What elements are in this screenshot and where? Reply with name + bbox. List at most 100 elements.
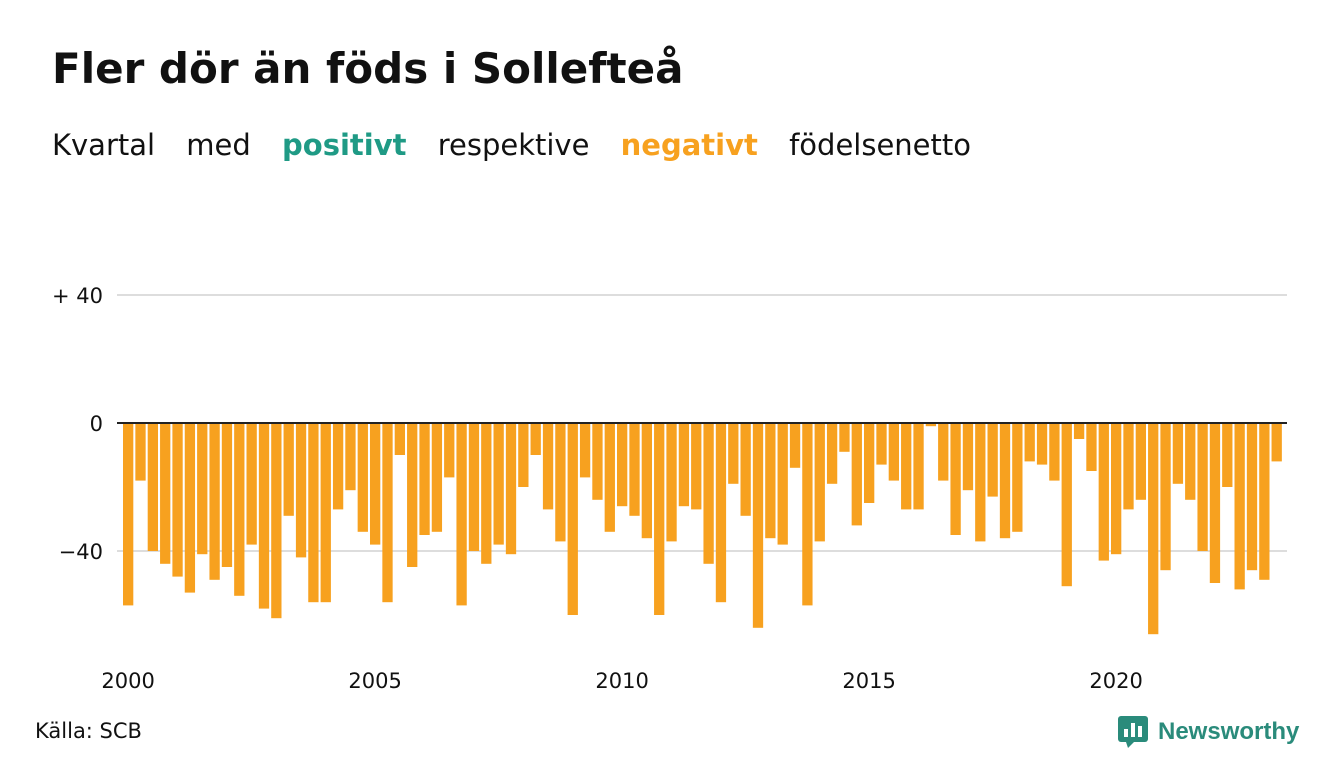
bar — [975, 423, 986, 542]
subtitle-word: födelsenetto — [789, 128, 971, 162]
bar — [123, 423, 134, 606]
bar — [431, 423, 443, 532]
bar — [592, 423, 603, 500]
x-tick-label: 2000 — [101, 669, 154, 693]
bar — [1024, 423, 1035, 462]
bar — [271, 423, 282, 619]
bar — [444, 423, 455, 478]
bar — [641, 423, 652, 539]
bar — [147, 423, 158, 551]
bar — [382, 423, 393, 603]
bar — [407, 423, 418, 567]
bar — [221, 423, 233, 567]
subtitle-positive-word: positivt — [282, 128, 407, 162]
bar — [654, 423, 665, 615]
bar — [1049, 423, 1060, 481]
bar — [826, 423, 838, 484]
bar — [950, 423, 961, 535]
bar — [1246, 423, 1258, 571]
bar — [1111, 423, 1122, 555]
bar — [864, 423, 875, 503]
bar — [197, 423, 208, 555]
bar — [604, 423, 615, 532]
source-note: Källa: SCB — [35, 719, 142, 743]
bar — [1185, 423, 1196, 500]
bar — [542, 423, 554, 510]
bar — [468, 423, 480, 551]
bar — [295, 423, 307, 558]
bar — [876, 423, 887, 465]
bar — [765, 423, 776, 539]
bar — [308, 423, 319, 603]
bar — [530, 423, 541, 455]
x-tick-label: 2020 — [1089, 669, 1142, 693]
brand-name: Newsworthy — [1158, 718, 1300, 745]
bars — [123, 423, 1282, 635]
bar — [814, 423, 825, 542]
bar — [728, 423, 739, 484]
bar — [839, 423, 850, 452]
chart-title: Fler dör än föds i Sollefteå — [52, 44, 684, 93]
bar — [1197, 423, 1208, 551]
bar — [1073, 423, 1085, 439]
bar — [999, 423, 1011, 539]
bar — [246, 423, 257, 545]
bar — [913, 423, 924, 510]
y-tick-label: −40 — [59, 540, 103, 564]
bar — [493, 423, 504, 545]
bar — [1234, 423, 1245, 590]
bar — [740, 423, 751, 516]
bar — [555, 423, 566, 542]
bar-chart: + 40 0 −40 2000 2005 2010 2015 2020 — [52, 284, 1287, 693]
bar — [394, 423, 405, 455]
bar — [505, 423, 517, 555]
brand-logo[interactable]: Newsworthy — [1118, 715, 1299, 749]
bar — [1222, 423, 1233, 487]
bar — [802, 423, 813, 606]
bar — [234, 423, 245, 596]
bar — [888, 423, 899, 481]
y-axis-ticks: + 40 0 −40 — [52, 284, 103, 564]
bar — [1209, 423, 1221, 583]
bar — [1172, 423, 1184, 484]
subtitle-negative-word: negativt — [620, 128, 758, 162]
bar — [345, 423, 356, 491]
y-tick-label: 0 — [90, 412, 103, 436]
bar — [320, 423, 331, 603]
bar — [901, 423, 912, 510]
bar — [987, 423, 998, 497]
bar — [332, 423, 344, 510]
bar — [172, 423, 183, 577]
bar — [789, 423, 801, 468]
subtitle-word: respektive — [437, 128, 590, 162]
bar — [715, 423, 727, 603]
bar — [579, 423, 591, 478]
bar — [1036, 423, 1048, 465]
bar — [567, 423, 578, 615]
bar — [456, 423, 467, 606]
bar — [518, 423, 529, 487]
bar — [1061, 423, 1072, 587]
bar — [691, 423, 702, 510]
bar — [209, 423, 220, 580]
bar — [666, 423, 677, 542]
bar — [851, 423, 862, 526]
x-tick-label: 2015 — [842, 669, 895, 693]
bar — [283, 423, 294, 516]
bar — [1148, 423, 1159, 635]
x-tick-label: 2010 — [595, 669, 648, 693]
bar — [703, 423, 714, 564]
bar — [1135, 423, 1146, 500]
bar — [1086, 423, 1097, 471]
bar — [419, 423, 430, 535]
subtitle-word: Kvartal — [52, 128, 156, 162]
bar — [752, 423, 764, 628]
bar — [617, 423, 628, 507]
bar — [184, 423, 196, 593]
bar — [777, 423, 788, 545]
bar — [357, 423, 368, 532]
bar — [1098, 423, 1109, 561]
bar — [1271, 423, 1282, 462]
chart-subtitle: Kvartal med positivt respektive negativt… — [52, 128, 993, 162]
bar — [938, 423, 949, 481]
